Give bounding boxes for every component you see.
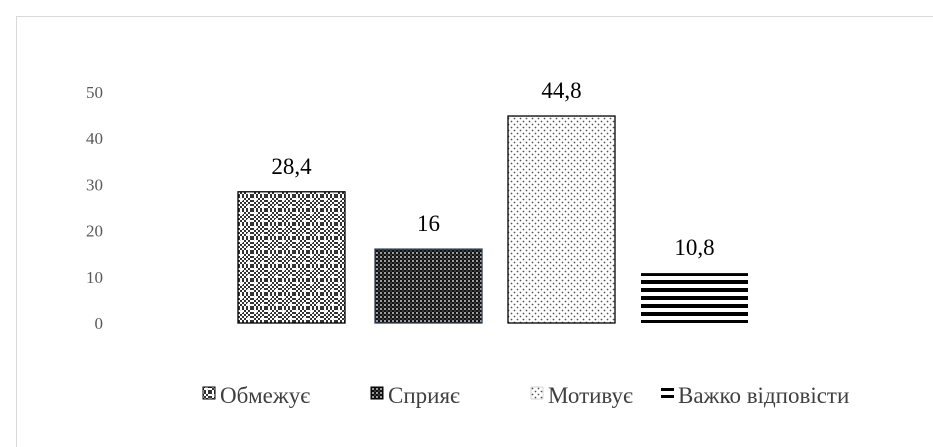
legend-swatch-stripe-3: [661, 395, 674, 398]
data-label-0: 28,4: [271, 154, 312, 179]
bar-chart: 0 10 20 30 40 50 28,4 16 44,8 10,8 Обмежує Сприяє…: [86, 78, 849, 408]
y-tick-label-2: 20: [86, 222, 103, 241]
legend-label-1: Сприяє: [388, 383, 460, 408]
legend: Обмежує Сприяє Мотивує Важко відповісти: [202, 383, 849, 408]
legend-label-0: Обмежує: [220, 383, 310, 408]
legend-swatch-2: [530, 386, 544, 400]
legend-label-3: Важко відповісти: [678, 383, 849, 408]
bar-1: [374, 248, 483, 324]
chart-frame: [16, 16, 933, 447]
legend-swatch-0: [202, 386, 216, 400]
legend-swatch-1: [370, 386, 384, 400]
y-tick-label-4: 40: [86, 129, 103, 148]
y-tick-label-5: 50: [86, 83, 103, 102]
y-tick-label-0: 0: [95, 314, 104, 333]
bars-group: [237, 115, 748, 324]
legend-swatch-3: [661, 388, 674, 391]
data-label-3: 10,8: [674, 235, 714, 260]
bar-0: [237, 191, 346, 324]
y-tick-label-1: 10: [86, 268, 103, 287]
y-tick-label-3: 30: [86, 175, 103, 194]
y-axis-ticks: 0 10 20 30 40 50: [86, 83, 103, 333]
bar-3: [641, 273, 748, 323]
data-label-1: 16: [417, 211, 440, 236]
data-label-2: 44,8: [541, 78, 581, 103]
legend-label-2: Мотивує: [548, 383, 633, 408]
bar-2: [507, 115, 616, 324]
data-labels-group: 28,4 16 44,8 10,8: [271, 78, 714, 260]
